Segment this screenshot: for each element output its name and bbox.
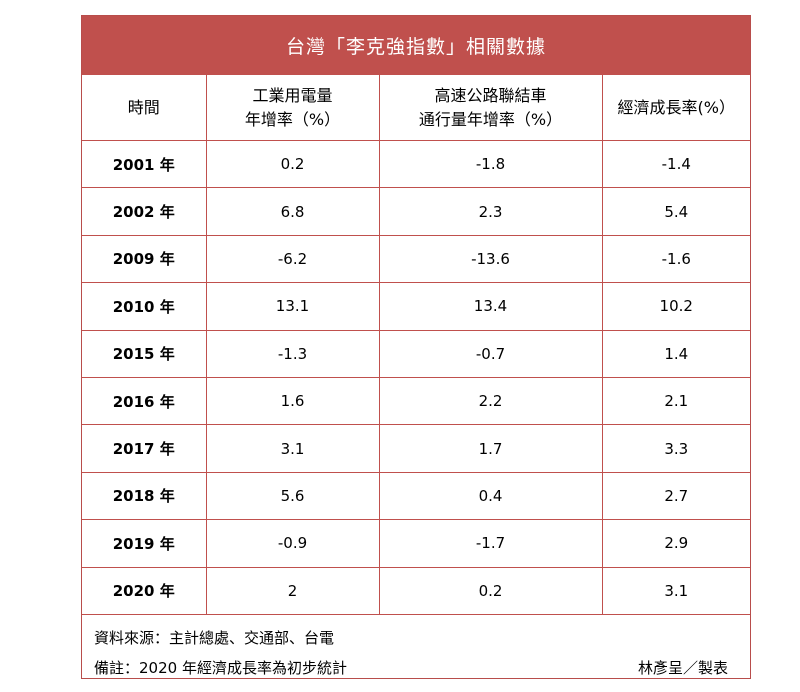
- table-row: 2020 年 2 0.2 3.1: [82, 567, 750, 615]
- source-note: 資料來源：主計總處、交通部、台電: [94, 628, 335, 647]
- cell-year: 2019 年: [82, 519, 207, 568]
- cell-year: 2016 年: [82, 377, 207, 426]
- cell-highway: 2.2: [379, 377, 603, 426]
- table-title: 台灣「李克強指數」相關數據: [82, 16, 750, 75]
- cell-power: 13.1: [206, 282, 380, 331]
- cell-power: 5.6: [206, 472, 380, 521]
- cell-highway: 0.2: [379, 567, 603, 615]
- cell-power: -1.3: [206, 330, 380, 378]
- header-highway-trucks: 高速公路聯結車 通行量年增率（%）: [379, 75, 603, 141]
- cell-gdp: -1.4: [602, 140, 750, 189]
- table-row: 2016 年 1.6 2.2 2.1: [82, 377, 750, 426]
- cell-gdp: 2.9: [602, 519, 750, 568]
- cell-gdp: 2.1: [602, 377, 750, 426]
- header-time-label: 時間: [127, 97, 160, 117]
- header-gdp-label: 經濟成長率(%）: [617, 97, 735, 117]
- header-highway-line2: 通行量年增率（%）: [418, 109, 563, 129]
- table-row: 2019 年 -0.9 -1.7 2.9: [82, 519, 750, 568]
- cell-highway: -13.6: [379, 235, 603, 284]
- cell-gdp: 5.4: [602, 187, 750, 236]
- cell-gdp: 3.3: [602, 424, 750, 473]
- table-row: 2001 年 0.2 -1.8 -1.4: [82, 140, 750, 189]
- cell-power: -6.2: [206, 235, 380, 284]
- cell-highway: 13.4: [379, 282, 603, 331]
- cell-power: 0.2: [206, 140, 380, 189]
- header-power-line2: 年增率（%）: [244, 109, 341, 129]
- header-gdp-growth: 經濟成長率(%）: [602, 75, 750, 141]
- cell-power: -0.9: [206, 519, 380, 568]
- cell-gdp: 10.2: [602, 282, 750, 331]
- table-row: 2002 年 6.8 2.3 5.4: [82, 187, 750, 236]
- cell-gdp: -1.6: [602, 235, 750, 284]
- cell-year: 2020 年: [82, 567, 207, 615]
- cell-power: 2: [206, 567, 380, 615]
- cell-highway: 2.3: [379, 187, 603, 236]
- header-time: 時間: [82, 75, 207, 141]
- table-row: 2009 年 -6.2 -13.6 -1.6: [82, 235, 750, 284]
- header-industrial-power: 工業用電量 年增率（%）: [206, 75, 380, 141]
- cell-year: 2015 年: [82, 330, 207, 378]
- header-row: 時間 工業用電量 年增率（%） 高速公路聯結車 通行量年增率（%） 經濟成長率(…: [82, 75, 750, 141]
- cell-highway: 1.7: [379, 424, 603, 473]
- header-highway-line1: 高速公路聯結車: [434, 85, 547, 105]
- cell-power: 3.1: [206, 424, 380, 473]
- table-row: 2015 年 -1.3 -0.7 1.4: [82, 330, 750, 378]
- cell-year: 2001 年: [82, 140, 207, 189]
- table-row: 2017 年 3.1 1.7 3.3: [82, 424, 750, 473]
- data-table: 時間 工業用電量 年增率（%） 高速公路聯結車 通行量年增率（%） 經濟成長率(…: [82, 75, 750, 615]
- header-power-line1: 工業用電量: [252, 85, 333, 105]
- cell-power: 1.6: [206, 377, 380, 426]
- cell-year: 2009 年: [82, 235, 207, 284]
- data-table-card: 台灣「李克強指數」相關數據 時間 工業用電量 年增率（%） 高速公路聯結車 通行…: [81, 15, 751, 679]
- table-author: 林彥呈／製表: [637, 658, 728, 677]
- cell-gdp: 3.1: [602, 567, 750, 615]
- remark-note: 備註：2020 年經濟成長率為初步統計: [94, 658, 347, 677]
- cell-year: 2017 年: [82, 424, 207, 473]
- cell-year: 2010 年: [82, 282, 207, 331]
- cell-gdp: 1.4: [602, 330, 750, 378]
- cell-highway: 0.4: [379, 472, 603, 521]
- cell-highway: -1.8: [379, 140, 603, 189]
- cell-highway: -0.7: [379, 330, 603, 378]
- cell-power: 6.8: [206, 187, 380, 236]
- table-row: 2010 年 13.1 13.4 10.2: [82, 282, 750, 331]
- cell-gdp: 2.7: [602, 472, 750, 521]
- cell-year: 2018 年: [82, 472, 207, 521]
- table-row: 2018 年 5.6 0.4 2.7: [82, 472, 750, 521]
- cell-highway: -1.7: [379, 519, 603, 568]
- cell-year: 2002 年: [82, 187, 207, 236]
- table-footer: 資料來源：主計總處、交通部、台電 備註：2020 年經濟成長率為初步統計 林彥呈…: [82, 615, 750, 686]
